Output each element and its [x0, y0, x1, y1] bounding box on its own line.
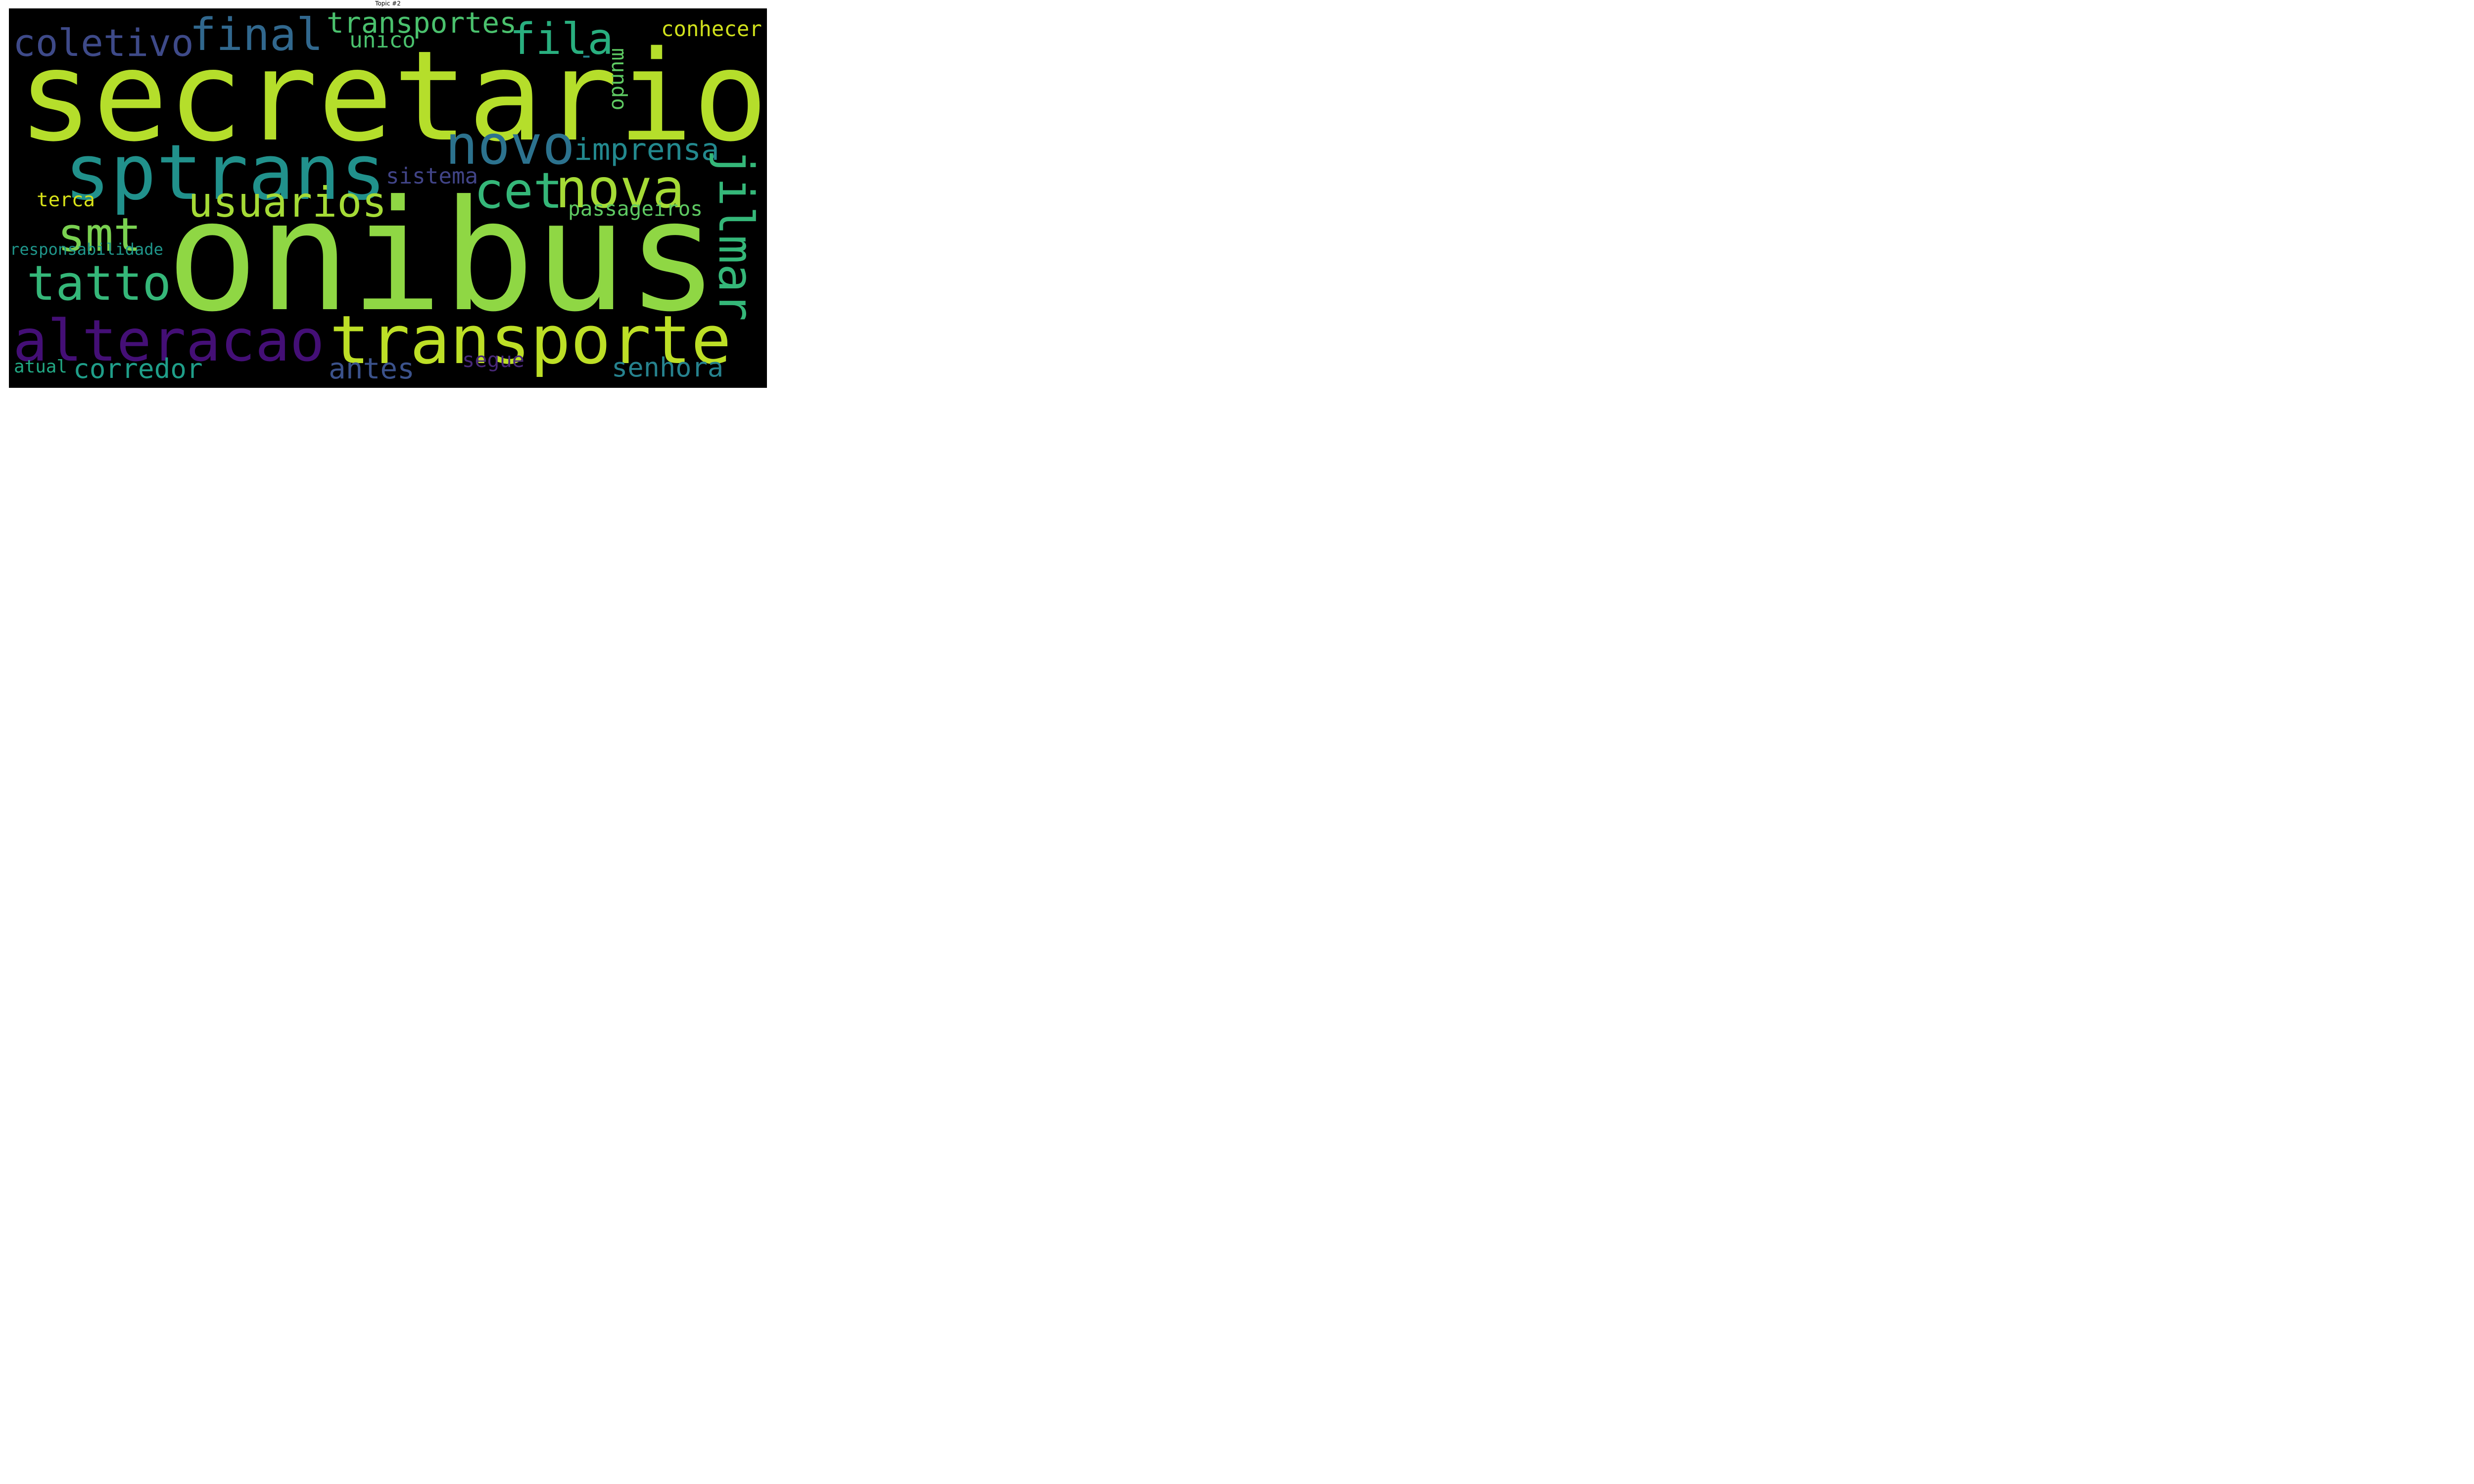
word-coletivo: coletivo — [13, 21, 194, 65]
word-mundo: mundo — [607, 47, 631, 111]
word-final: final — [190, 9, 323, 61]
word-passageiros: passageiros — [568, 197, 703, 221]
word-smt: smt — [57, 208, 142, 263]
word-alteracao: alteracao — [13, 307, 325, 374]
word-atual: atual — [14, 357, 67, 377]
word-sptrans: sptrans — [64, 128, 386, 217]
word-onibus: onibus — [166, 167, 719, 346]
word-responsabilidade: responsabilidade — [10, 239, 164, 259]
word-usuarios: usuarios — [188, 179, 387, 227]
word-jilmar: jilmar — [708, 149, 764, 322]
word-novo: novo — [445, 113, 575, 177]
word-imprensa: imprensa — [574, 132, 719, 167]
word-dash: - — [579, 40, 594, 69]
word-terca: terca — [37, 189, 95, 212]
word-nova: nova — [555, 157, 685, 220]
word-corredor: corredor — [73, 353, 203, 384]
figure-title: Topic #2 — [375, 0, 401, 7]
word-transportes: transportes — [327, 8, 517, 40]
word-fila: fila — [510, 13, 614, 64]
word-transporte: transporte — [330, 301, 732, 379]
word-secretario: secretario — [18, 24, 767, 170]
word-conhecer: conhecer — [661, 17, 762, 42]
word-cloud: secretario onibus sptrans transporte alterac… — [9, 8, 767, 388]
figure: Topic #2 secretario onibus sptrans transpor… — [0, 0, 776, 388]
word-sistema: sistema — [386, 163, 478, 189]
word-segue: segue — [462, 348, 525, 372]
word-antes: antes — [329, 352, 415, 386]
word-unico: unico — [349, 27, 416, 53]
word-tatto: tatto — [27, 255, 171, 312]
word-cet: cet — [474, 163, 563, 220]
word-senhora: senhora — [612, 352, 724, 383]
